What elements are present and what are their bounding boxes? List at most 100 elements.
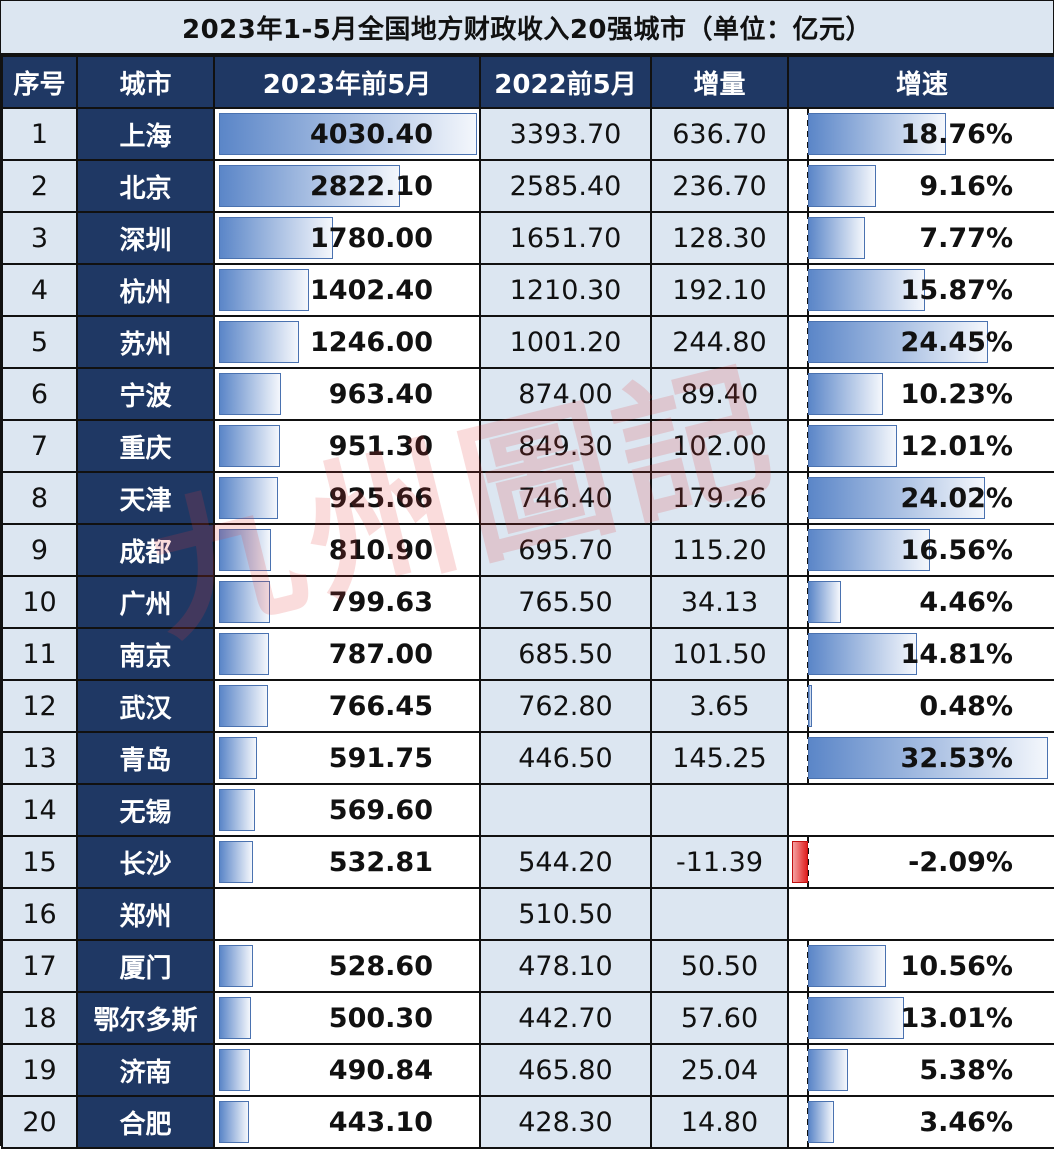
increase-cell: 25.04 (650, 1043, 789, 1097)
revenue-2023-value: 799.63 (328, 586, 433, 618)
revenue-2023-cell: 1246.00 (213, 315, 481, 369)
value-databar (219, 1049, 251, 1091)
header-city: 城市 (76, 55, 215, 109)
index-cell: 14 (1, 783, 78, 837)
revenue-2023-cell: 787.00 (213, 627, 481, 681)
revenue-2023-value: 1780.00 (310, 222, 433, 254)
revenue-2023-value: 532.81 (328, 846, 433, 878)
growth-databar (808, 113, 947, 155)
increase-cell: 102.00 (650, 419, 789, 473)
city-cell: 济南 (76, 1043, 215, 1097)
revenue-2023-value: 810.90 (328, 534, 433, 566)
data-table: 序号 城市 2023年前5月 2022前5月 增量 增速 1 上海 4030.40 3… (1, 55, 1054, 1149)
growth-rate-value: 4.46% (919, 586, 1013, 618)
value-databar (219, 789, 256, 831)
revenue-2022-cell: 685.50 (479, 627, 652, 681)
table-row: 11 南京 787.00 685.50 101.50 14.81% (1, 627, 1054, 681)
growth-databar (808, 1101, 834, 1143)
table-row: 10 广州 799.63 765.50 34.13 4.46% (1, 575, 1054, 629)
index-cell: 9 (1, 523, 78, 577)
index-cell: 10 (1, 575, 78, 629)
header-growth-rate: 增速 (787, 55, 1054, 109)
growth-rate-cell: -2.09% (787, 835, 1054, 889)
increase-cell (650, 783, 789, 837)
growth-rate-value: 10.23% (900, 378, 1013, 410)
growth-rate-cell: 32.53% (787, 731, 1054, 785)
revenue-2022-cell: 1210.30 (479, 263, 652, 317)
growth-rate-value: 32.53% (900, 742, 1013, 774)
revenue-2022-cell: 1001.20 (479, 315, 652, 369)
growth-rate-cell: 4.46% (787, 575, 1054, 629)
increase-cell: 636.70 (650, 107, 789, 161)
table-row: 1 上海 4030.40 3393.70 636.70 18.76% (1, 107, 1054, 161)
index-cell: 2 (1, 159, 78, 213)
city-cell: 青岛 (76, 731, 215, 785)
value-databar (219, 581, 271, 623)
table-row: 14 无锡 569.60 (1, 783, 1054, 837)
growth-rate-cell: 18.76% (787, 107, 1054, 161)
growth-rate-cell: 15.87% (787, 263, 1054, 317)
revenue-2022-cell: 544.20 (479, 835, 652, 889)
index-cell: 20 (1, 1095, 78, 1149)
city-cell: 天津 (76, 471, 215, 525)
increase-cell: 57.60 (650, 991, 789, 1045)
header-row: 序号 城市 2023年前5月 2022前5月 增量 增速 (1, 55, 1054, 109)
revenue-2022-cell: 446.50 (479, 731, 652, 785)
growth-rate-value: 7.77% (919, 222, 1013, 254)
growth-rate-value: 24.02% (900, 482, 1013, 514)
table-row: 20 合肥 443.10 428.30 14.80 3.46% (1, 1095, 1054, 1149)
growth-databar (808, 685, 812, 727)
revenue-2023-value: 766.45 (328, 690, 433, 722)
index-cell: 7 (1, 419, 78, 473)
table-row: 3 深圳 1780.00 1651.70 128.30 7.77% (1, 211, 1054, 265)
growth-databar (808, 529, 931, 571)
revenue-2022-cell: 428.30 (479, 1095, 652, 1149)
city-cell: 厦门 (76, 939, 215, 993)
growth-databar (808, 997, 904, 1039)
revenue-2023-cell: 1402.40 (213, 263, 481, 317)
value-databar (219, 685, 269, 727)
revenue-2023-value: 1246.00 (310, 326, 433, 358)
index-cell: 3 (1, 211, 78, 265)
revenue-2023-value: 963.40 (328, 378, 433, 410)
table-row: 12 武汉 766.45 762.80 3.65 0.48% (1, 679, 1054, 733)
index-cell: 12 (1, 679, 78, 733)
increase-cell: 128.30 (650, 211, 789, 265)
header-increase: 增量 (650, 55, 789, 109)
table-row: 13 青岛 591.75 446.50 145.25 32.53% (1, 731, 1054, 785)
revenue-2022-cell: 695.70 (479, 523, 652, 577)
growth-rate-value: 14.81% (900, 638, 1013, 670)
revenue-2023-value: 951.30 (328, 430, 433, 462)
city-cell: 无锡 (76, 783, 215, 837)
city-cell: 广州 (76, 575, 215, 629)
city-cell: 成都 (76, 523, 215, 577)
growth-rate-cell: 9.16% (787, 159, 1054, 213)
revenue-2023-value: 569.60 (328, 794, 433, 826)
header-2022: 2022前5月 (479, 55, 652, 109)
revenue-2023-value: 1402.40 (310, 274, 433, 306)
increase-cell: 34.13 (650, 575, 789, 629)
city-cell: 重庆 (76, 419, 215, 473)
index-cell: 1 (1, 107, 78, 161)
header-index: 序号 (1, 55, 78, 109)
value-databar (219, 633, 270, 675)
increase-cell: 236.70 (650, 159, 789, 213)
revenue-2023-value: 925.66 (328, 482, 433, 514)
revenue-2023-value: 500.30 (328, 1002, 433, 1034)
growth-rate-value: 13.01% (900, 1002, 1013, 1034)
growth-rate-value: 12.01% (900, 430, 1013, 462)
increase-cell: 244.80 (650, 315, 789, 369)
revenue-2022-cell: 746.40 (479, 471, 652, 525)
city-cell: 长沙 (76, 835, 215, 889)
city-cell: 杭州 (76, 263, 215, 317)
table-row: 8 天津 925.66 746.40 179.26 24.02% (1, 471, 1054, 525)
city-cell: 北京 (76, 159, 215, 213)
table-row: 6 宁波 963.40 874.00 89.40 10.23% (1, 367, 1054, 421)
revenue-2023-value: 591.75 (328, 742, 433, 774)
revenue-2023-cell: 799.63 (213, 575, 481, 629)
revenue-2022-cell: 874.00 (479, 367, 652, 421)
growth-databar (808, 581, 841, 623)
revenue-2023-cell (213, 887, 481, 941)
city-cell: 苏州 (76, 315, 215, 369)
